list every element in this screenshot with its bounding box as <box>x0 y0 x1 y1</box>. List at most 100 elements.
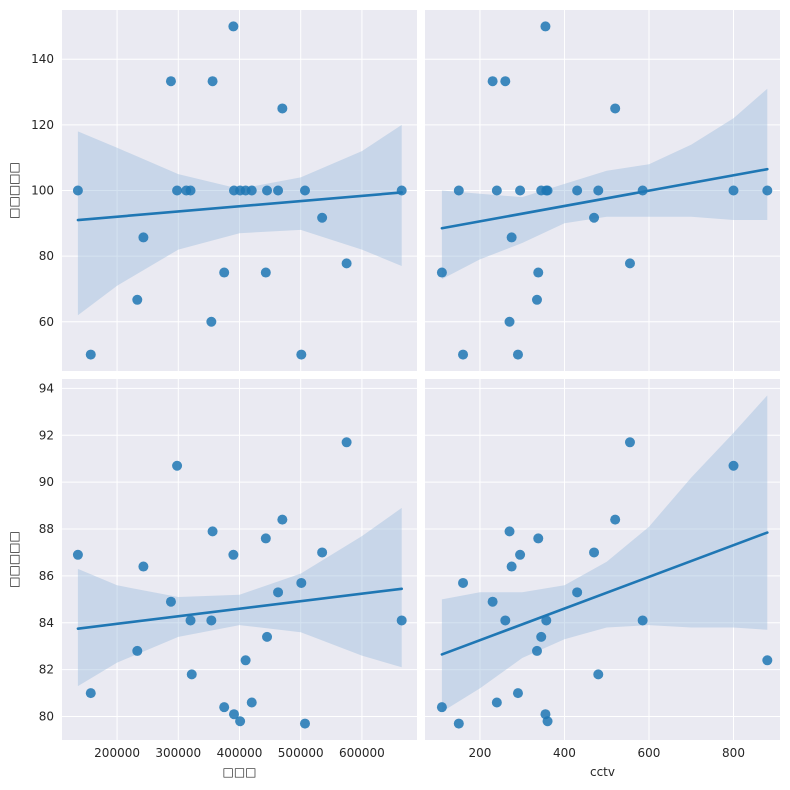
data-point <box>132 645 143 656</box>
data-point <box>542 185 553 196</box>
panel-background <box>425 379 780 740</box>
x-tick-label: 600 <box>638 746 661 760</box>
confidence-band <box>441 395 768 712</box>
confidence-band <box>77 507 402 687</box>
data-point <box>506 561 517 572</box>
data-point <box>240 655 251 666</box>
panel-0-1 <box>425 10 780 371</box>
data-point <box>500 615 511 626</box>
panel-0-0 <box>62 10 417 371</box>
data-point <box>132 294 143 305</box>
x-axis-label: □□□ <box>222 765 256 779</box>
y-tick-label: 80 <box>39 249 54 263</box>
y-tick-label: 82 <box>39 663 54 677</box>
data-point <box>515 549 526 560</box>
data-point <box>72 185 83 196</box>
data-point <box>637 615 648 626</box>
x-tick-label: 800 <box>722 746 745 760</box>
data-point <box>531 294 542 305</box>
data-point <box>500 76 511 87</box>
data-point <box>260 533 271 544</box>
data-point <box>506 232 517 243</box>
data-point <box>533 267 544 278</box>
x-tick-label: 600000 <box>339 746 385 760</box>
y-tick-label: 100 <box>31 184 54 198</box>
data-point <box>572 587 583 598</box>
data-point <box>531 645 542 656</box>
data-point <box>219 267 230 278</box>
data-point <box>436 267 447 278</box>
y-tick-label: 84 <box>39 616 54 630</box>
x-tick-label: 500000 <box>278 746 324 760</box>
data-point <box>458 577 469 588</box>
data-point <box>540 21 551 32</box>
data-point <box>341 437 352 448</box>
data-point <box>762 655 773 666</box>
data-point <box>72 549 83 560</box>
data-point <box>185 185 196 196</box>
data-point <box>273 185 284 196</box>
data-point <box>299 718 310 729</box>
data-point <box>610 514 621 525</box>
data-point <box>185 615 196 626</box>
panel-1-0 <box>62 379 417 740</box>
data-point <box>85 688 96 699</box>
data-point <box>317 547 328 558</box>
x-tick-label: 400 <box>553 746 576 760</box>
data-point <box>487 596 498 607</box>
data-point <box>536 631 547 642</box>
data-point <box>299 185 310 196</box>
data-point <box>317 212 328 223</box>
data-point <box>165 596 176 607</box>
y-tick-label: 140 <box>31 52 54 66</box>
regression-line <box>76 587 403 630</box>
data-point <box>436 702 447 713</box>
data-point <box>610 103 621 114</box>
confidence-band <box>441 88 768 280</box>
y-tick-label: 94 <box>39 381 54 395</box>
data-point <box>589 547 600 558</box>
data-point <box>186 669 197 680</box>
data-point <box>219 702 230 713</box>
x-tick-label: 200 <box>468 746 491 760</box>
data-point <box>572 185 583 196</box>
data-point <box>624 258 635 269</box>
regression-line <box>440 531 769 656</box>
data-point <box>228 549 239 560</box>
data-point <box>277 103 288 114</box>
data-point <box>235 716 246 727</box>
data-point <box>228 21 239 32</box>
y-tick-label: 120 <box>31 118 54 132</box>
data-point <box>85 349 96 360</box>
data-point <box>207 526 218 537</box>
data-point <box>206 316 217 327</box>
data-point <box>487 76 498 87</box>
data-point <box>542 716 553 727</box>
data-point <box>512 349 523 360</box>
data-point <box>206 615 217 626</box>
data-point <box>246 697 257 708</box>
regression-line <box>76 191 403 222</box>
y-tick-label: 92 <box>39 428 54 442</box>
data-point <box>504 526 515 537</box>
data-point <box>341 258 352 269</box>
x-tick-label: 400000 <box>217 746 263 760</box>
y-tick-label: 80 <box>39 710 54 724</box>
data-point <box>296 349 307 360</box>
data-point <box>273 587 284 598</box>
data-point <box>533 533 544 544</box>
y-axis-label: □□□□□ <box>7 531 21 588</box>
data-point <box>589 212 600 223</box>
y-tick-label: 88 <box>39 522 54 536</box>
data-point <box>172 185 183 196</box>
data-point <box>624 437 635 448</box>
data-point <box>138 561 149 572</box>
data-point <box>172 460 183 471</box>
data-point <box>260 267 271 278</box>
data-point <box>541 615 552 626</box>
x-tick-label: 300000 <box>155 746 201 760</box>
data-point <box>512 688 523 699</box>
data-point <box>207 76 218 87</box>
data-point <box>504 316 515 327</box>
